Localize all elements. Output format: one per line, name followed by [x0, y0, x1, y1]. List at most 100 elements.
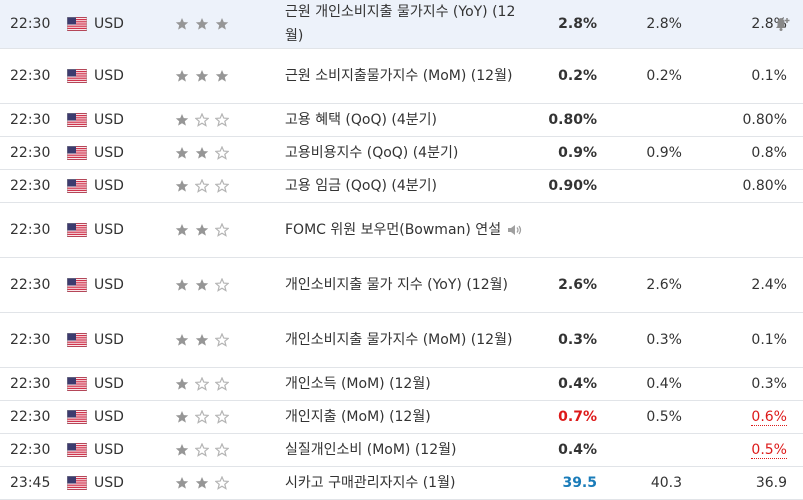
currency-flag	[65, 203, 90, 258]
star-empty-icon	[215, 333, 229, 347]
actual-value-cell: 0.4%	[528, 434, 603, 467]
actual-value-cell: 0.80%	[528, 104, 603, 137]
previous-value: 0.3%	[751, 376, 787, 392]
event-name[interactable]: FOMC 위원 보우먼(Bowman) 연설	[285, 222, 502, 238]
event-name[interactable]: 근원 개인소비지출 물가지수 (YoY) (12월)	[285, 4, 516, 44]
speaker-icon	[508, 225, 522, 235]
event-row[interactable]: 22:30 USD 고용 임금 (QoQ) (4분기) 0.90% 0.80%	[0, 170, 803, 203]
star-empty-icon	[215, 476, 229, 490]
us-flag-icon	[67, 410, 87, 424]
actual-value-cell: 2.6%	[528, 258, 603, 313]
event-name-cell[interactable]: 고용비용지수 (QoQ) (4분기)	[285, 137, 528, 170]
star-full-icon	[195, 279, 209, 291]
event-row[interactable]: 22:30 USD 근원 소비지출물가지수 (MoM) (12월) 0.2% 0…	[0, 49, 803, 104]
event-row[interactable]: 22:30 USD 고용 혜택 (QoQ) (4분기) 0.80% 0.80%	[0, 104, 803, 137]
star-full-icon	[175, 334, 189, 346]
forecast-value: 0.2%	[646, 68, 682, 84]
actual-value-cell: 0.9%	[528, 137, 603, 170]
alert-cell	[793, 104, 803, 137]
currency-flag	[65, 258, 90, 313]
previous-value-cell: 0.6%	[688, 401, 793, 434]
us-flag-icon	[67, 377, 87, 391]
event-time: 22:30	[10, 409, 51, 425]
event-name-cell[interactable]: 시카고 구매관리자지수 (1월)	[285, 467, 528, 500]
event-time: 22:30	[10, 277, 51, 293]
previous-value-cell: 2.4%	[688, 258, 793, 313]
forecast-value-cell: 0.2%	[603, 49, 688, 104]
event-row[interactable]: 22:30 USD 개인소득 (MoM) (12월) 0.4% 0.4% 0.3…	[0, 368, 803, 401]
actual-value: 0.3%	[558, 332, 597, 348]
forecast-value: 0.3%	[646, 332, 682, 348]
event-name[interactable]: 고용 임금 (QoQ) (4분기)	[285, 178, 437, 194]
event-name-cell[interactable]: 개인소득 (MoM) (12월)	[285, 368, 528, 401]
bell-plus-icon[interactable]	[775, 16, 791, 32]
event-name[interactable]: 개인지출 (MoM) (12월)	[285, 409, 431, 425]
event-time: 22:30	[10, 332, 51, 348]
event-name[interactable]: 실질개인소비 (MoM) (12월)	[285, 442, 457, 458]
currency-code: USD	[94, 442, 124, 458]
event-time: 22:30	[10, 68, 51, 84]
star-empty-icon	[195, 410, 209, 424]
event-name[interactable]: 개인소비지출 물가 지수 (YoY) (12월)	[285, 277, 508, 293]
event-name[interactable]: 근원 소비지출물가지수 (MoM) (12월)	[285, 68, 513, 84]
event-name[interactable]: 시카고 구매관리자지수 (1월)	[285, 475, 456, 491]
actual-value: 2.8%	[558, 16, 597, 32]
star-full-icon	[215, 70, 229, 82]
importance-stars	[170, 104, 285, 137]
event-name-cell[interactable]: 개인소비지출 물가 지수 (YoY) (12월)	[285, 258, 528, 313]
forecast-value: 2.6%	[646, 277, 682, 293]
importance-stars	[170, 434, 285, 467]
us-flag-icon	[67, 443, 87, 457]
star-empty-icon	[195, 113, 209, 127]
previous-value-cell: 0.5%	[688, 434, 793, 467]
star-full-icon	[175, 444, 189, 456]
event-row[interactable]: 22:30 USD 실질개인소비 (MoM) (12월) 0.4% 0.5%	[0, 434, 803, 467]
event-row[interactable]: 22:30 USD 근원 개인소비지출 물가지수 (YoY) (12월) 2.8…	[0, 0, 803, 49]
star-full-icon	[195, 18, 209, 30]
event-name[interactable]: 개인소득 (MoM) (12월)	[285, 376, 431, 392]
previous-value: 0.6%	[751, 409, 787, 426]
event-row[interactable]: 22:30 USD 개인지출 (MoM) (12월) 0.7% 0.5% 0.6…	[0, 401, 803, 434]
event-time: 22:30	[10, 16, 51, 32]
event-name[interactable]: 고용비용지수 (QoQ) (4분기)	[285, 145, 459, 161]
event-row[interactable]: 22:30 USD 개인소비지출 물가 지수 (YoY) (12월) 2.6% …	[0, 258, 803, 313]
actual-value: 0.4%	[558, 442, 597, 458]
forecast-value-cell: 0.9%	[603, 137, 688, 170]
star-full-icon	[175, 477, 189, 489]
event-row[interactable]: 23:45 USD 시카고 구매관리자지수 (1월) 39.5 40.3 36.…	[0, 467, 803, 500]
forecast-value: 0.5%	[646, 409, 682, 425]
event-name-cell[interactable]: FOMC 위원 보우먼(Bowman) 연설	[285, 203, 528, 258]
event-name-cell[interactable]: 근원 소비지출물가지수 (MoM) (12월)	[285, 49, 528, 104]
currency-flag	[65, 104, 90, 137]
event-name-cell[interactable]: 고용 혜택 (QoQ) (4분기)	[285, 104, 528, 137]
event-row[interactable]: 22:30 USD 고용비용지수 (QoQ) (4분기) 0.9% 0.9% 0…	[0, 137, 803, 170]
star-empty-icon	[215, 278, 229, 292]
event-row[interactable]: 22:30 USD FOMC 위원 보우먼(Bowman) 연설	[0, 203, 803, 258]
forecast-value-cell	[603, 434, 688, 467]
currency-code: USD	[94, 475, 124, 491]
alert-cell	[793, 313, 803, 368]
forecast-value-cell: 2.6%	[603, 258, 688, 313]
currency-code: USD	[94, 178, 124, 194]
forecast-value-cell: 2.8%	[603, 0, 688, 49]
event-name-cell[interactable]: 고용 임금 (QoQ) (4분기)	[285, 170, 528, 203]
star-empty-icon	[215, 146, 229, 160]
event-name-cell[interactable]: 개인지출 (MoM) (12월)	[285, 401, 528, 434]
event-row[interactable]: 22:30 USD 개인소비지출 물가지수 (MoM) (12월) 0.3% 0…	[0, 313, 803, 368]
event-name-cell[interactable]: 개인소비지출 물가지수 (MoM) (12월)	[285, 313, 528, 368]
currency-code: USD	[94, 68, 124, 84]
event-name[interactable]: 개인소비지출 물가지수 (MoM) (12월)	[285, 332, 513, 348]
star-full-icon	[175, 70, 189, 82]
star-empty-icon	[215, 377, 229, 391]
event-name[interactable]: 고용 혜택 (QoQ) (4분기)	[285, 112, 437, 128]
star-full-icon	[175, 18, 189, 30]
forecast-value-cell	[603, 170, 688, 203]
event-time: 22:30	[10, 178, 51, 194]
star-empty-icon	[195, 179, 209, 193]
actual-value-cell: 0.7%	[528, 401, 603, 434]
event-time: 22:30	[10, 222, 51, 238]
event-name-cell[interactable]: 근원 개인소비지출 물가지수 (YoY) (12월)	[285, 0, 528, 49]
event-name-cell[interactable]: 실질개인소비 (MoM) (12월)	[285, 434, 528, 467]
us-flag-icon	[67, 69, 87, 83]
